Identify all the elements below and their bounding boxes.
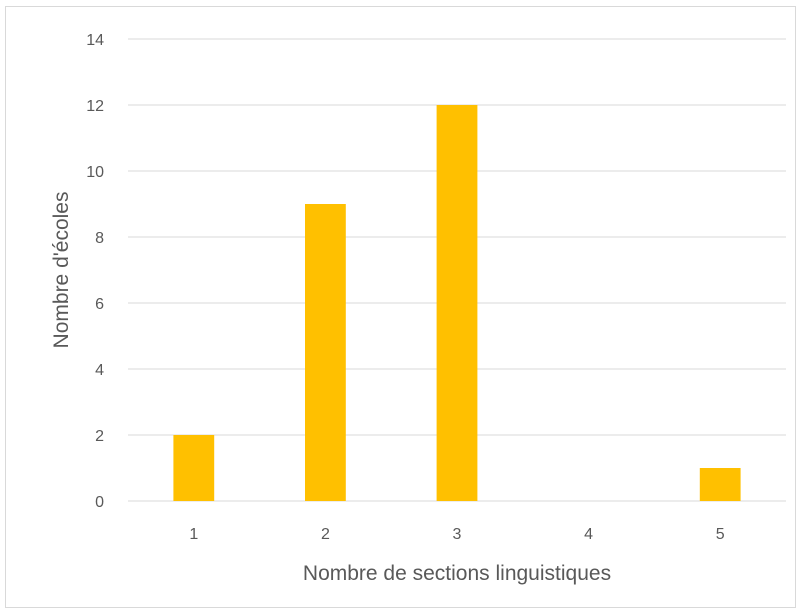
y-tick-label: 14 (86, 32, 104, 49)
x-tick-label: 4 (584, 526, 593, 543)
x-tick-label: 5 (716, 526, 725, 543)
x-tick-label: 1 (189, 526, 198, 543)
bar-2 (305, 204, 346, 501)
y-tick-label: 12 (86, 98, 104, 115)
y-tick-label: 4 (95, 362, 104, 379)
bar-5 (699, 468, 741, 501)
bars (173, 105, 741, 501)
x-tick-label: 2 (321, 526, 330, 543)
bar-3 (436, 105, 478, 501)
y-tick-label: 10 (86, 164, 104, 181)
y-tick-label: 0 (95, 494, 104, 511)
chart-frame (5, 6, 796, 608)
y-tick-label: 2 (95, 428, 104, 445)
y-axis-ticks: 0 2 4 6 8 10 12 14 (86, 32, 104, 511)
x-axis-ticks: 1 2 3 4 5 (189, 526, 724, 543)
y-tick-label: 6 (95, 296, 104, 313)
x-axis-title: Nombre de sections linguistiques (303, 562, 611, 585)
bar-1 (173, 435, 215, 501)
y-tick-label: 8 (95, 230, 104, 247)
y-axis-title: Nombre d'écoles (50, 192, 73, 349)
x-tick-label: 3 (453, 526, 462, 543)
